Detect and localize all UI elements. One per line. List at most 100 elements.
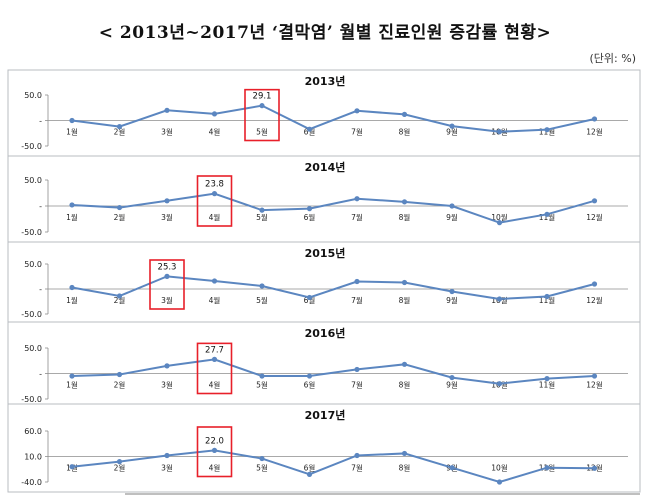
data-point <box>116 204 123 211</box>
data-point <box>306 126 313 132</box>
y-tick-label: 10.0 <box>24 453 42 462</box>
series-line <box>71 104 595 133</box>
chart-panel <box>7 155 641 243</box>
highlight-box <box>196 175 233 227</box>
x-tick-label: 1월 <box>66 295 78 305</box>
highlight-box <box>196 426 233 478</box>
data-point <box>354 108 360 114</box>
data-point <box>116 293 123 299</box>
data-point <box>116 459 123 465</box>
data-point <box>496 479 503 485</box>
data-point <box>211 191 218 197</box>
x-tick-label: 12월 <box>586 127 603 137</box>
data-label: 25.3 <box>158 262 177 272</box>
x-tick-label: 3월 <box>161 463 173 473</box>
data-point <box>259 207 265 213</box>
series-line <box>71 358 595 385</box>
data-point <box>496 296 503 302</box>
highlight-box <box>244 88 280 142</box>
y-tick-label: 50.0 <box>24 176 42 185</box>
x-tick-label: 2월 <box>114 463 126 473</box>
data-point <box>354 196 360 202</box>
data-point <box>354 366 360 373</box>
data-point <box>401 199 408 205</box>
highlight-box <box>149 259 185 310</box>
data-point <box>164 452 170 459</box>
x-tick-label: 8월 <box>399 212 411 222</box>
data-point <box>116 124 123 130</box>
data-point <box>544 465 550 471</box>
x-tick-label: 9월 <box>446 212 458 222</box>
x-tick-label: 5월 <box>256 463 268 473</box>
x-tick-label: 11월 <box>539 212 556 222</box>
series-line <box>71 192 595 224</box>
data-label: 22.0 <box>205 436 224 446</box>
data-point <box>449 123 455 129</box>
x-tick-label: 9월 <box>446 295 458 305</box>
data-point <box>69 117 75 124</box>
x-tick-label: 9월 <box>446 380 458 390</box>
data-point <box>69 373 75 379</box>
unit-note: (단위: %) <box>589 52 636 65</box>
x-tick-label: 6월 <box>304 380 316 390</box>
x-tick-label: 6월 <box>304 212 316 222</box>
data-point <box>496 381 503 387</box>
data-point <box>591 465 598 471</box>
data-point <box>259 103 265 109</box>
x-tick-label: 3월 <box>161 295 173 305</box>
x-tick-label: 9월 <box>446 127 458 137</box>
data-point <box>306 373 313 379</box>
x-tick-label: 7월 <box>351 380 363 390</box>
data-point <box>544 127 550 133</box>
x-tick-label: 7월 <box>351 295 363 305</box>
series-line <box>71 449 595 484</box>
x-tick-label: 2월 <box>114 295 126 305</box>
y-tick-label: - <box>39 370 42 379</box>
data-point <box>164 273 170 279</box>
chart-title: 2017년 <box>305 408 346 422</box>
data-point <box>354 452 360 459</box>
x-tick-label: 5월 <box>256 212 268 222</box>
highlight-box <box>196 342 233 395</box>
y-tick-label: -50.0 <box>21 228 42 237</box>
x-tick-label: 5월 <box>256 380 268 390</box>
x-tick-label: 11월 <box>539 295 556 305</box>
x-tick-label: 1월 <box>66 380 78 390</box>
series-line <box>71 275 595 301</box>
x-tick-label: 7월 <box>351 212 363 222</box>
data-point <box>449 288 455 295</box>
data-point <box>306 206 313 212</box>
x-tick-label: 3월 <box>161 212 173 222</box>
data-point <box>591 198 598 204</box>
x-tick-label: 2월 <box>114 212 126 222</box>
data-point <box>401 450 408 457</box>
data-point <box>69 464 75 470</box>
x-tick-label: 12월 <box>586 380 603 390</box>
data-point <box>116 371 123 378</box>
chart-title: 2016년 <box>305 326 346 340</box>
x-tick-label: 5월 <box>256 127 268 137</box>
x-tick-label: 4월 <box>209 127 221 137</box>
data-point <box>211 356 218 362</box>
data-point <box>259 455 265 462</box>
y-tick-label: - <box>39 285 42 294</box>
chart-title: 2013년 <box>305 74 346 88</box>
x-tick-label: 8월 <box>399 295 411 305</box>
data-point <box>591 116 598 122</box>
y-tick-label: 50.0 <box>24 344 42 353</box>
data-point <box>164 198 170 204</box>
data-point <box>449 465 455 471</box>
data-point <box>306 471 313 477</box>
y-tick-label: - <box>39 117 42 126</box>
y-tick-label: -50.0 <box>21 395 42 404</box>
data-point <box>544 376 550 382</box>
data-label: 29.1 <box>253 92 272 102</box>
data-point <box>69 202 75 208</box>
x-tick-label: 7월 <box>351 463 363 473</box>
data-point <box>496 220 503 226</box>
y-tick-label: - <box>39 202 42 211</box>
y-tick-label: -50.0 <box>21 142 42 151</box>
chart-panel <box>7 241 641 323</box>
